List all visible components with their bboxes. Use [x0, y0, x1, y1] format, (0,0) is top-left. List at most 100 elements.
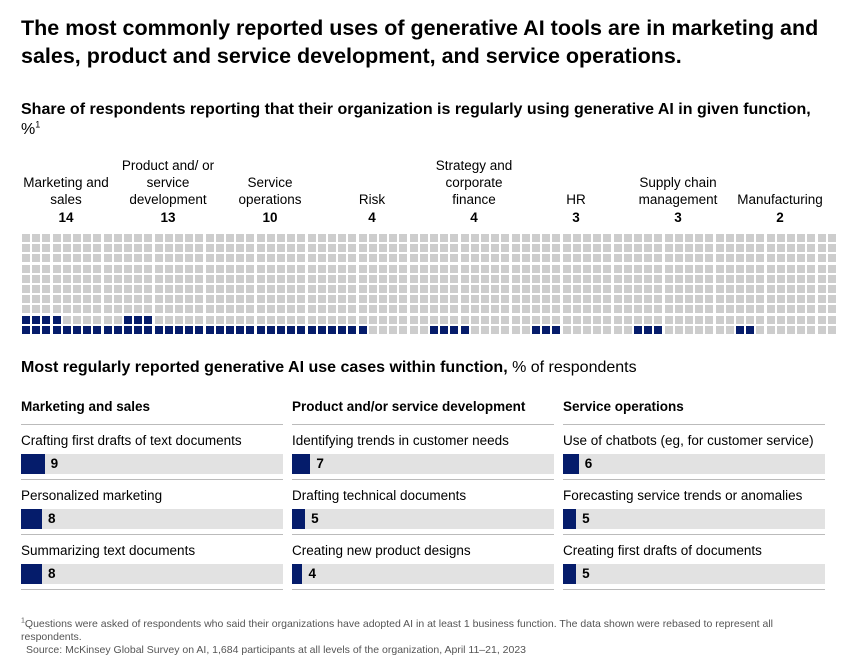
waffle-cell-empty	[807, 254, 816, 263]
footnote-marker: 1	[21, 617, 25, 625]
waffle-cell-empty	[674, 244, 683, 253]
waffle-cell-empty	[481, 244, 489, 253]
waffle-cell-empty	[501, 244, 510, 253]
waffle-cell-empty	[807, 244, 816, 253]
waffle-cell-empty	[328, 295, 336, 304]
waffle-cell-filled	[185, 325, 194, 334]
waffle-cell-empty	[562, 264, 571, 273]
waffle-cell-empty	[256, 234, 265, 242]
waffle-cell-empty	[144, 274, 153, 283]
waffle-cell-empty	[705, 295, 714, 304]
waffle-cell-empty	[389, 325, 398, 334]
source-note: Source: McKinsey Global Survey on AI, 1,…	[26, 644, 527, 656]
footnote-text: Questions were asked of respondents who …	[21, 618, 774, 643]
waffle-cell-empty	[266, 264, 275, 273]
waffle-cell-empty	[827, 274, 836, 283]
bar-track: 8	[21, 564, 283, 584]
waffle-cell-filled	[297, 325, 306, 334]
waffle-cell-empty	[787, 325, 795, 334]
waffle-cell-empty	[42, 285, 51, 293]
waffle-cell-empty	[674, 254, 683, 263]
waffle-cell-empty	[399, 234, 408, 242]
waffle-cell-empty	[22, 264, 30, 273]
waffle-cell-empty	[685, 264, 693, 273]
waffle-cell-empty	[266, 315, 275, 324]
waffle-cell-empty	[368, 264, 377, 273]
waffle-cell-empty	[501, 295, 510, 304]
waffle-cell-empty	[246, 264, 255, 273]
use-case-row: Drafting technical documents 5	[292, 480, 554, 535]
waffle-cell-empty	[83, 264, 92, 273]
use-cases-title-text: Most regularly reported generative AI us…	[21, 359, 508, 376]
waffle-cell-empty	[32, 244, 41, 253]
waffle-cell-empty	[236, 254, 245, 263]
row-divider	[563, 534, 825, 535]
waffle-cell-empty	[338, 305, 347, 314]
waffle-cell-empty	[450, 234, 459, 242]
waffle-cell-empty	[695, 234, 704, 242]
waffle-cell-empty	[317, 264, 326, 273]
waffle-cell-empty	[307, 285, 316, 293]
waffle-cell-empty	[328, 234, 336, 242]
waffle-cell-empty	[644, 305, 653, 314]
function-3: Service operations 10	[222, 150, 318, 226]
waffle-cell-empty	[185, 264, 194, 273]
waffle-cell-empty	[725, 274, 734, 283]
waffle-cell-empty	[83, 234, 92, 242]
waffle-cell-empty	[664, 264, 673, 273]
waffle-cell-empty	[644, 274, 653, 283]
waffle-cell-empty	[797, 285, 806, 293]
waffle-cell-empty	[705, 285, 714, 293]
waffle-cell-empty	[195, 285, 204, 293]
use-case-label: Forecasting service trends or anomalies	[563, 488, 803, 503]
waffle-cell-empty	[164, 254, 173, 263]
bar-track: 8	[21, 509, 283, 529]
waffle-cell-empty	[379, 254, 387, 263]
column-divider	[292, 424, 554, 425]
waffle-cell-empty	[685, 244, 693, 253]
waffle-cell-empty	[787, 274, 795, 283]
bar-fill	[292, 564, 303, 584]
waffle-cell-empty	[491, 285, 500, 293]
function-4: Risk 4	[324, 150, 420, 226]
waffle-cell-empty	[797, 325, 806, 334]
waffle-cell-empty	[481, 305, 489, 314]
waffle-cell-filled	[144, 315, 153, 324]
waffle-cell-empty	[195, 315, 204, 324]
waffle-cell-empty	[562, 254, 571, 263]
waffle-cell-empty	[817, 254, 826, 263]
waffle-cell-empty	[379, 264, 387, 273]
waffle-cell-empty	[583, 305, 591, 314]
waffle-cell-empty	[83, 244, 92, 253]
waffle-cell-empty	[705, 274, 714, 283]
waffle-cell-empty	[32, 234, 41, 242]
waffle-cell-empty	[572, 285, 581, 293]
waffle-cell-empty	[226, 305, 234, 314]
function-value: 2	[776, 210, 784, 225]
waffle-cell-empty	[664, 295, 673, 304]
waffle-grid	[22, 234, 122, 334]
waffle-cell-empty	[113, 285, 122, 293]
waffle-cell-filled	[164, 325, 173, 334]
waffle-cell-empty	[368, 254, 377, 263]
waffle-cell-filled	[52, 325, 61, 334]
waffle-cell-empty	[511, 234, 520, 242]
use-case-row: Identifying trends in customer needs 7	[292, 425, 554, 480]
bar-track: 9	[21, 454, 283, 474]
waffle-cell-empty	[787, 315, 795, 324]
waffle-cell-empty	[297, 254, 306, 263]
bar-value-label: 7	[316, 456, 324, 471]
waffle-cell-empty	[277, 274, 285, 283]
waffle-cell-empty	[654, 285, 663, 293]
waffle-cell-filled	[215, 325, 224, 334]
waffle-cell-empty	[307, 295, 316, 304]
waffle-cell-empty	[430, 254, 438, 263]
waffle-cell-empty	[22, 305, 30, 314]
waffle-cell-empty	[113, 274, 122, 283]
waffle-cell-empty	[542, 254, 551, 263]
use-case-row: Crafting first drafts of text documents 9	[21, 425, 283, 480]
waffle-cell-empty	[807, 295, 816, 304]
function-8: Manufacturing 2	[732, 150, 828, 226]
waffle-cell-empty	[22, 295, 30, 304]
waffle-cell-empty	[358, 244, 367, 253]
